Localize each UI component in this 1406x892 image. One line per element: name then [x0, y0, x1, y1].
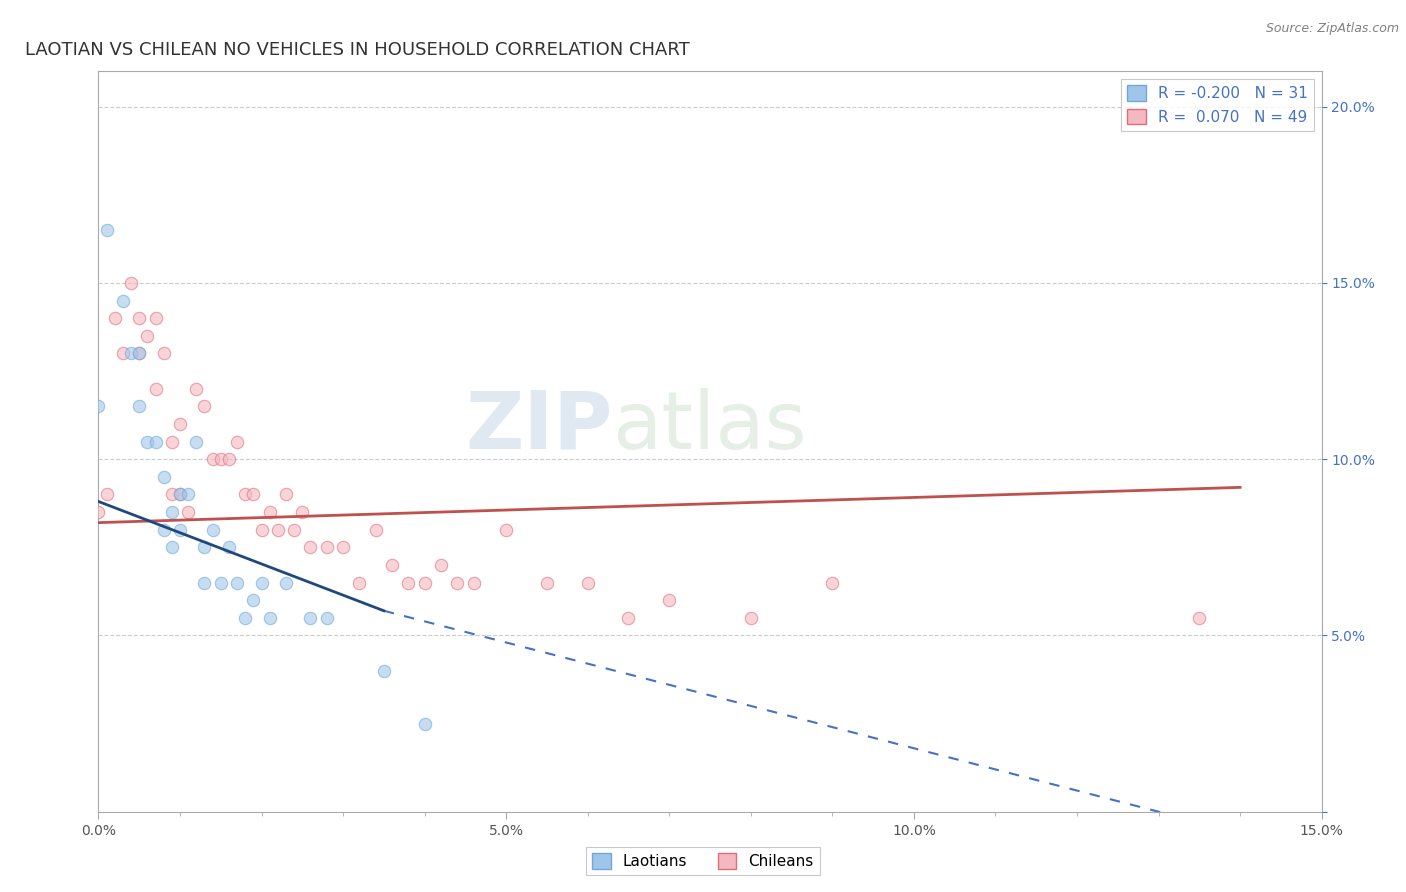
Point — [145, 311, 167, 326]
Point — [364, 523, 387, 537]
Point — [136, 328, 159, 343]
Point — [226, 434, 249, 449]
Point — [291, 505, 314, 519]
Point — [1188, 611, 1211, 625]
Point — [193, 575, 215, 590]
Point — [128, 346, 150, 360]
Point — [169, 487, 191, 501]
Point — [120, 346, 142, 360]
Point — [111, 346, 134, 360]
Point — [128, 311, 150, 326]
Point — [299, 541, 322, 555]
Point — [536, 575, 558, 590]
Point — [315, 541, 337, 555]
Point — [152, 346, 174, 360]
Point — [177, 505, 200, 519]
Point — [160, 505, 183, 519]
Point — [274, 575, 297, 590]
Legend: Laotians, Chileans: Laotians, Chileans — [586, 847, 820, 875]
Point — [160, 487, 183, 501]
Point — [87, 399, 110, 413]
Point — [396, 575, 419, 590]
Point — [332, 541, 354, 555]
Point — [160, 541, 183, 555]
Point — [430, 558, 453, 572]
Point — [576, 575, 599, 590]
Point — [658, 593, 681, 607]
Point — [186, 434, 208, 449]
Point — [315, 611, 337, 625]
Text: ZIP: ZIP — [465, 388, 612, 466]
Point — [201, 523, 224, 537]
Point — [463, 575, 485, 590]
Point — [274, 487, 297, 501]
Point — [152, 470, 174, 484]
Text: atlas: atlas — [612, 388, 807, 466]
Point — [177, 487, 200, 501]
Point — [267, 523, 290, 537]
Legend: R = -0.200   N = 31, R =  0.070   N = 49: R = -0.200 N = 31, R = 0.070 N = 49 — [1122, 79, 1315, 131]
Point — [233, 487, 256, 501]
Point — [617, 611, 640, 625]
Point — [283, 523, 305, 537]
Point — [218, 452, 240, 467]
Point — [821, 575, 844, 590]
Point — [495, 523, 517, 537]
Point — [96, 487, 118, 501]
Point — [242, 593, 264, 607]
Point — [145, 382, 167, 396]
Point — [186, 382, 208, 396]
Point — [128, 399, 150, 413]
Point — [446, 575, 468, 590]
Text: LAOTIAN VS CHILEAN NO VEHICLES IN HOUSEHOLD CORRELATION CHART: LAOTIAN VS CHILEAN NO VEHICLES IN HOUSEH… — [25, 41, 690, 59]
Point — [413, 575, 436, 590]
Point — [169, 523, 191, 537]
Point — [193, 399, 215, 413]
Point — [136, 434, 159, 449]
Point — [218, 541, 240, 555]
Point — [111, 293, 134, 308]
Point — [242, 487, 264, 501]
Point — [299, 611, 322, 625]
Point — [169, 487, 191, 501]
Point — [381, 558, 404, 572]
Point — [209, 452, 232, 467]
Point — [349, 575, 371, 590]
Point — [226, 575, 249, 590]
Point — [250, 575, 273, 590]
Point — [413, 716, 436, 731]
Point — [259, 611, 281, 625]
Point — [128, 346, 150, 360]
Point — [169, 417, 191, 431]
Point — [373, 664, 395, 678]
Point — [209, 575, 232, 590]
Text: Source: ZipAtlas.com: Source: ZipAtlas.com — [1265, 22, 1399, 36]
Point — [96, 223, 118, 237]
Point — [259, 505, 281, 519]
Point — [193, 541, 215, 555]
Point — [87, 505, 110, 519]
Point — [250, 523, 273, 537]
Point — [201, 452, 224, 467]
Point — [104, 311, 127, 326]
Point — [145, 434, 167, 449]
Point — [120, 276, 142, 290]
Point — [233, 611, 256, 625]
Point — [740, 611, 762, 625]
Point — [152, 523, 174, 537]
Point — [160, 434, 183, 449]
